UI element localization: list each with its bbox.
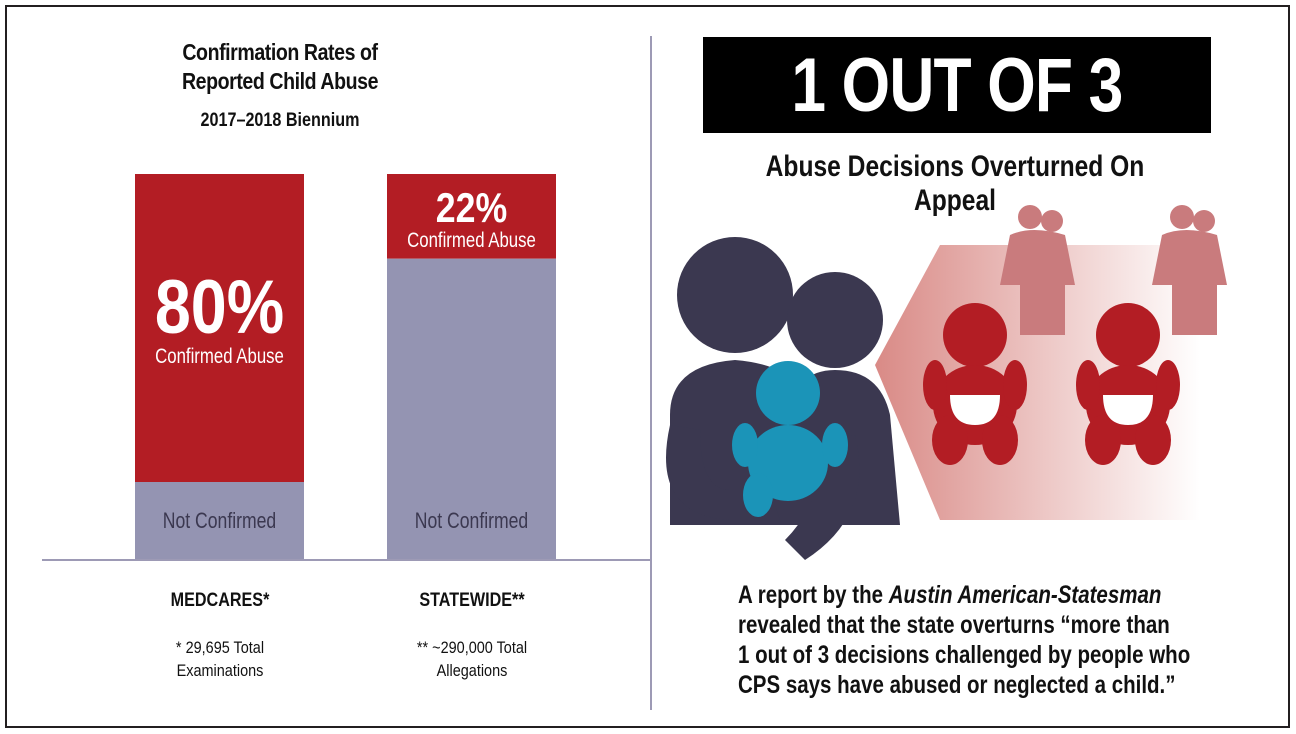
report-quote: A report by the Austin American-Statesma… [738, 581, 1191, 699]
divider [650, 36, 652, 710]
footnote-medcares: * 29,695 Total Examinations [175, 638, 265, 680]
bar-not-confirmed [135, 482, 304, 559]
child-icon [732, 361, 848, 517]
data-label-percent: 80% [155, 264, 284, 349]
infographic-frame [5, 5, 1290, 728]
footnote-statewide: ** ~290,000 Total Allegations [416, 638, 528, 680]
headline-banner: 1 OUT OF 3 [703, 37, 1211, 133]
category-label-medcares: MEDCARES* [170, 590, 270, 611]
crying-baby-icon-1 [923, 303, 1027, 465]
crying-baby-icon-2 [1076, 303, 1180, 465]
category-label-statewide: STATEWIDE** [419, 590, 525, 611]
family-illustration [666, 205, 1227, 560]
data-label-not-confirmed: Not Confirmed [415, 509, 528, 533]
subheading: Abuse Decisions Overturned On Appeal [765, 150, 1145, 217]
parents-icon-1 [1000, 205, 1075, 335]
data-label-percent: 22% [436, 185, 507, 231]
data-label-series: Confirmed Abuse [155, 345, 284, 368]
parents-icon-2 [1152, 205, 1227, 335]
bar-confirmed [387, 174, 556, 259]
bar-not-confirmed [387, 258, 556, 559]
data-label-series: Confirmed Abuse [407, 229, 536, 252]
chart-subtitle: 2017–2018 Biennium [200, 110, 360, 131]
data-label-not-confirmed: Not Confirmed [163, 509, 276, 533]
chart-title: Confirmation Rates of Reported Child Abus… [181, 39, 379, 94]
bar-confirmed [135, 174, 304, 482]
